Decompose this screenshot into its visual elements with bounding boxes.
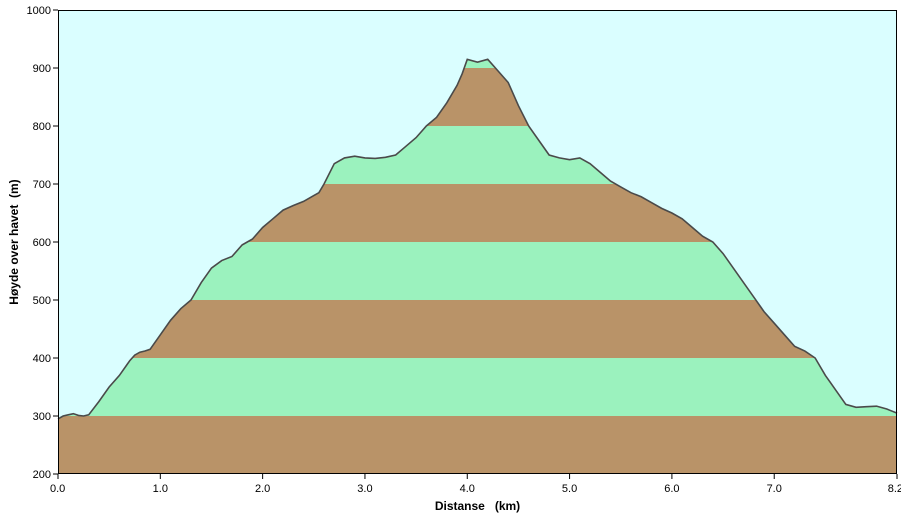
plot-frame (58, 10, 897, 474)
y-tick-label: 800 (33, 121, 51, 133)
x-axis: 0.0 1.0 2.0 3.0 4.0 5.0 6.0 7.0 8.2 (50, 474, 901, 495)
y-tick-label: 400 (33, 353, 51, 365)
x-tick-label: 7.0 (767, 483, 782, 495)
y-axis-title: Høyde over havet (m) (7, 179, 21, 304)
y-tick-label: 1000 (27, 5, 51, 17)
y-tick-label: 900 (33, 63, 51, 75)
y-tick-label: 500 (33, 295, 51, 307)
elevation-band (58, 358, 897, 416)
x-tick-label: 4.0 (460, 483, 475, 495)
x-tick-label: 8.2 (888, 483, 901, 495)
y-tick-label: 200 (33, 469, 51, 481)
x-tick-label: 2.0 (255, 483, 270, 495)
x-tick-label: 1.0 (153, 483, 168, 495)
elevation-band (58, 416, 897, 474)
y-tick-label: 700 (33, 179, 51, 191)
y-axis: 200 300 400 500 600 700 800 900 1000 (27, 5, 58, 481)
elevation-profile-line (57, 58, 898, 420)
elevation-band (58, 59, 897, 68)
x-tick-label: 5.0 (562, 483, 577, 495)
x-tick-label: 0.0 (50, 483, 65, 495)
y-tick-label: 300 (33, 411, 51, 423)
x-axis-title: Distanse (km) (435, 499, 520, 513)
x-tick-label: 3.0 (357, 483, 372, 495)
x-tick-label: 6.0 (664, 483, 679, 495)
elevation-band (58, 300, 897, 358)
y-tick-label: 600 (33, 237, 51, 249)
